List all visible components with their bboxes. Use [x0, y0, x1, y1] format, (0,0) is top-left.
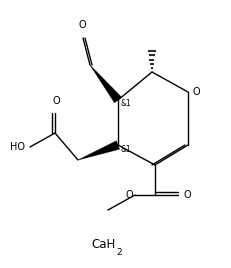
- Text: HO: HO: [10, 142, 25, 152]
- Polygon shape: [90, 65, 121, 103]
- Text: O: O: [125, 190, 132, 200]
- Text: O: O: [52, 96, 60, 106]
- Text: O: O: [183, 190, 191, 200]
- Polygon shape: [78, 141, 119, 160]
- Text: &1: &1: [121, 144, 131, 154]
- Text: 2: 2: [116, 248, 121, 257]
- Text: O: O: [78, 20, 85, 30]
- Text: &1: &1: [121, 99, 131, 109]
- Text: O: O: [192, 87, 200, 97]
- Text: CaH: CaH: [91, 239, 116, 251]
